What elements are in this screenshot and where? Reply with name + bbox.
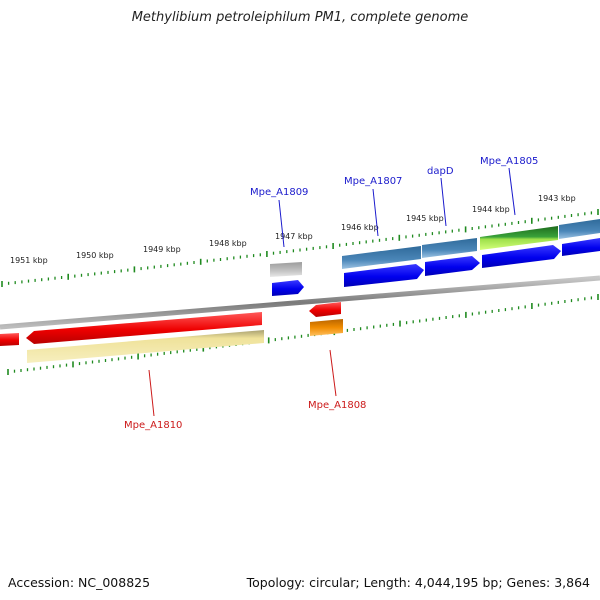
reverse-genes	[0, 302, 343, 363]
ruler-label: 1950 kbp	[76, 251, 114, 260]
ruler-label: 1946 kbp	[341, 223, 379, 232]
leader-line	[372, 188, 379, 237]
ruler-labels: 1951 kbp 1950 kbp 1949 kbp 1948 kbp 1947…	[10, 194, 576, 265]
cds-arrow[interactable]	[344, 264, 424, 287]
gene-labels: Mpe_A1809 Mpe_A1807 dapD Mpe_A1805 Mpe_A…	[124, 156, 538, 431]
gene-feature[interactable]	[559, 219, 600, 239]
leader-lines	[148, 167, 516, 417]
leader-line	[329, 349, 337, 397]
ruler-label: 1945 kbp	[406, 214, 444, 223]
gene-feature[interactable]	[480, 226, 558, 250]
forward-genes	[270, 219, 600, 296]
gene-label[interactable]: Mpe_A1807	[344, 176, 402, 187]
ruler-label: 1943 kbp	[538, 194, 576, 203]
ruler-label: 1948 kbp	[209, 239, 247, 248]
gene-feature[interactable]	[270, 262, 302, 277]
gene-feature[interactable]	[422, 238, 477, 258]
genome-backbone	[0, 275, 600, 330]
leader-line	[508, 167, 516, 216]
cds-arrow[interactable]	[562, 238, 600, 256]
gene-label[interactable]: Mpe_A1810	[124, 420, 182, 431]
gene-label[interactable]: dapD	[427, 166, 454, 177]
ruler-label: 1947 kbp	[275, 232, 313, 241]
ruler-ticks-outer	[1, 209, 599, 287]
ruler-label: 1951 kbp	[10, 256, 48, 265]
gene-label[interactable]: Mpe_A1809	[250, 187, 308, 198]
leader-line	[278, 199, 285, 248]
leader-line	[148, 369, 155, 417]
cds-arrow[interactable]	[425, 256, 480, 276]
gene-label[interactable]: Mpe_A1805	[480, 156, 538, 167]
accession-text: Accession: NC_008825	[8, 575, 151, 590]
cds-arrow[interactable]	[272, 280, 304, 296]
map-title: Methylibium petroleiphilum PM1, complete…	[131, 10, 469, 25]
leader-line	[440, 177, 447, 227]
gene-label[interactable]: Mpe_A1808	[308, 400, 366, 411]
cds-arrow[interactable]	[482, 245, 561, 268]
gene-feature[interactable]	[310, 319, 343, 336]
gene-feature[interactable]	[342, 246, 421, 269]
cds-arrow[interactable]	[0, 333, 19, 346]
gene-feature[interactable]	[27, 330, 264, 363]
cds-arrow[interactable]	[309, 302, 341, 317]
topology-summary: Topology: circular; Length: 4,044,195 bp…	[246, 575, 590, 590]
ruler-label: 1944 kbp	[472, 205, 510, 214]
ruler-label: 1949 kbp	[143, 245, 181, 254]
cds-arrow[interactable]	[26, 312, 262, 344]
